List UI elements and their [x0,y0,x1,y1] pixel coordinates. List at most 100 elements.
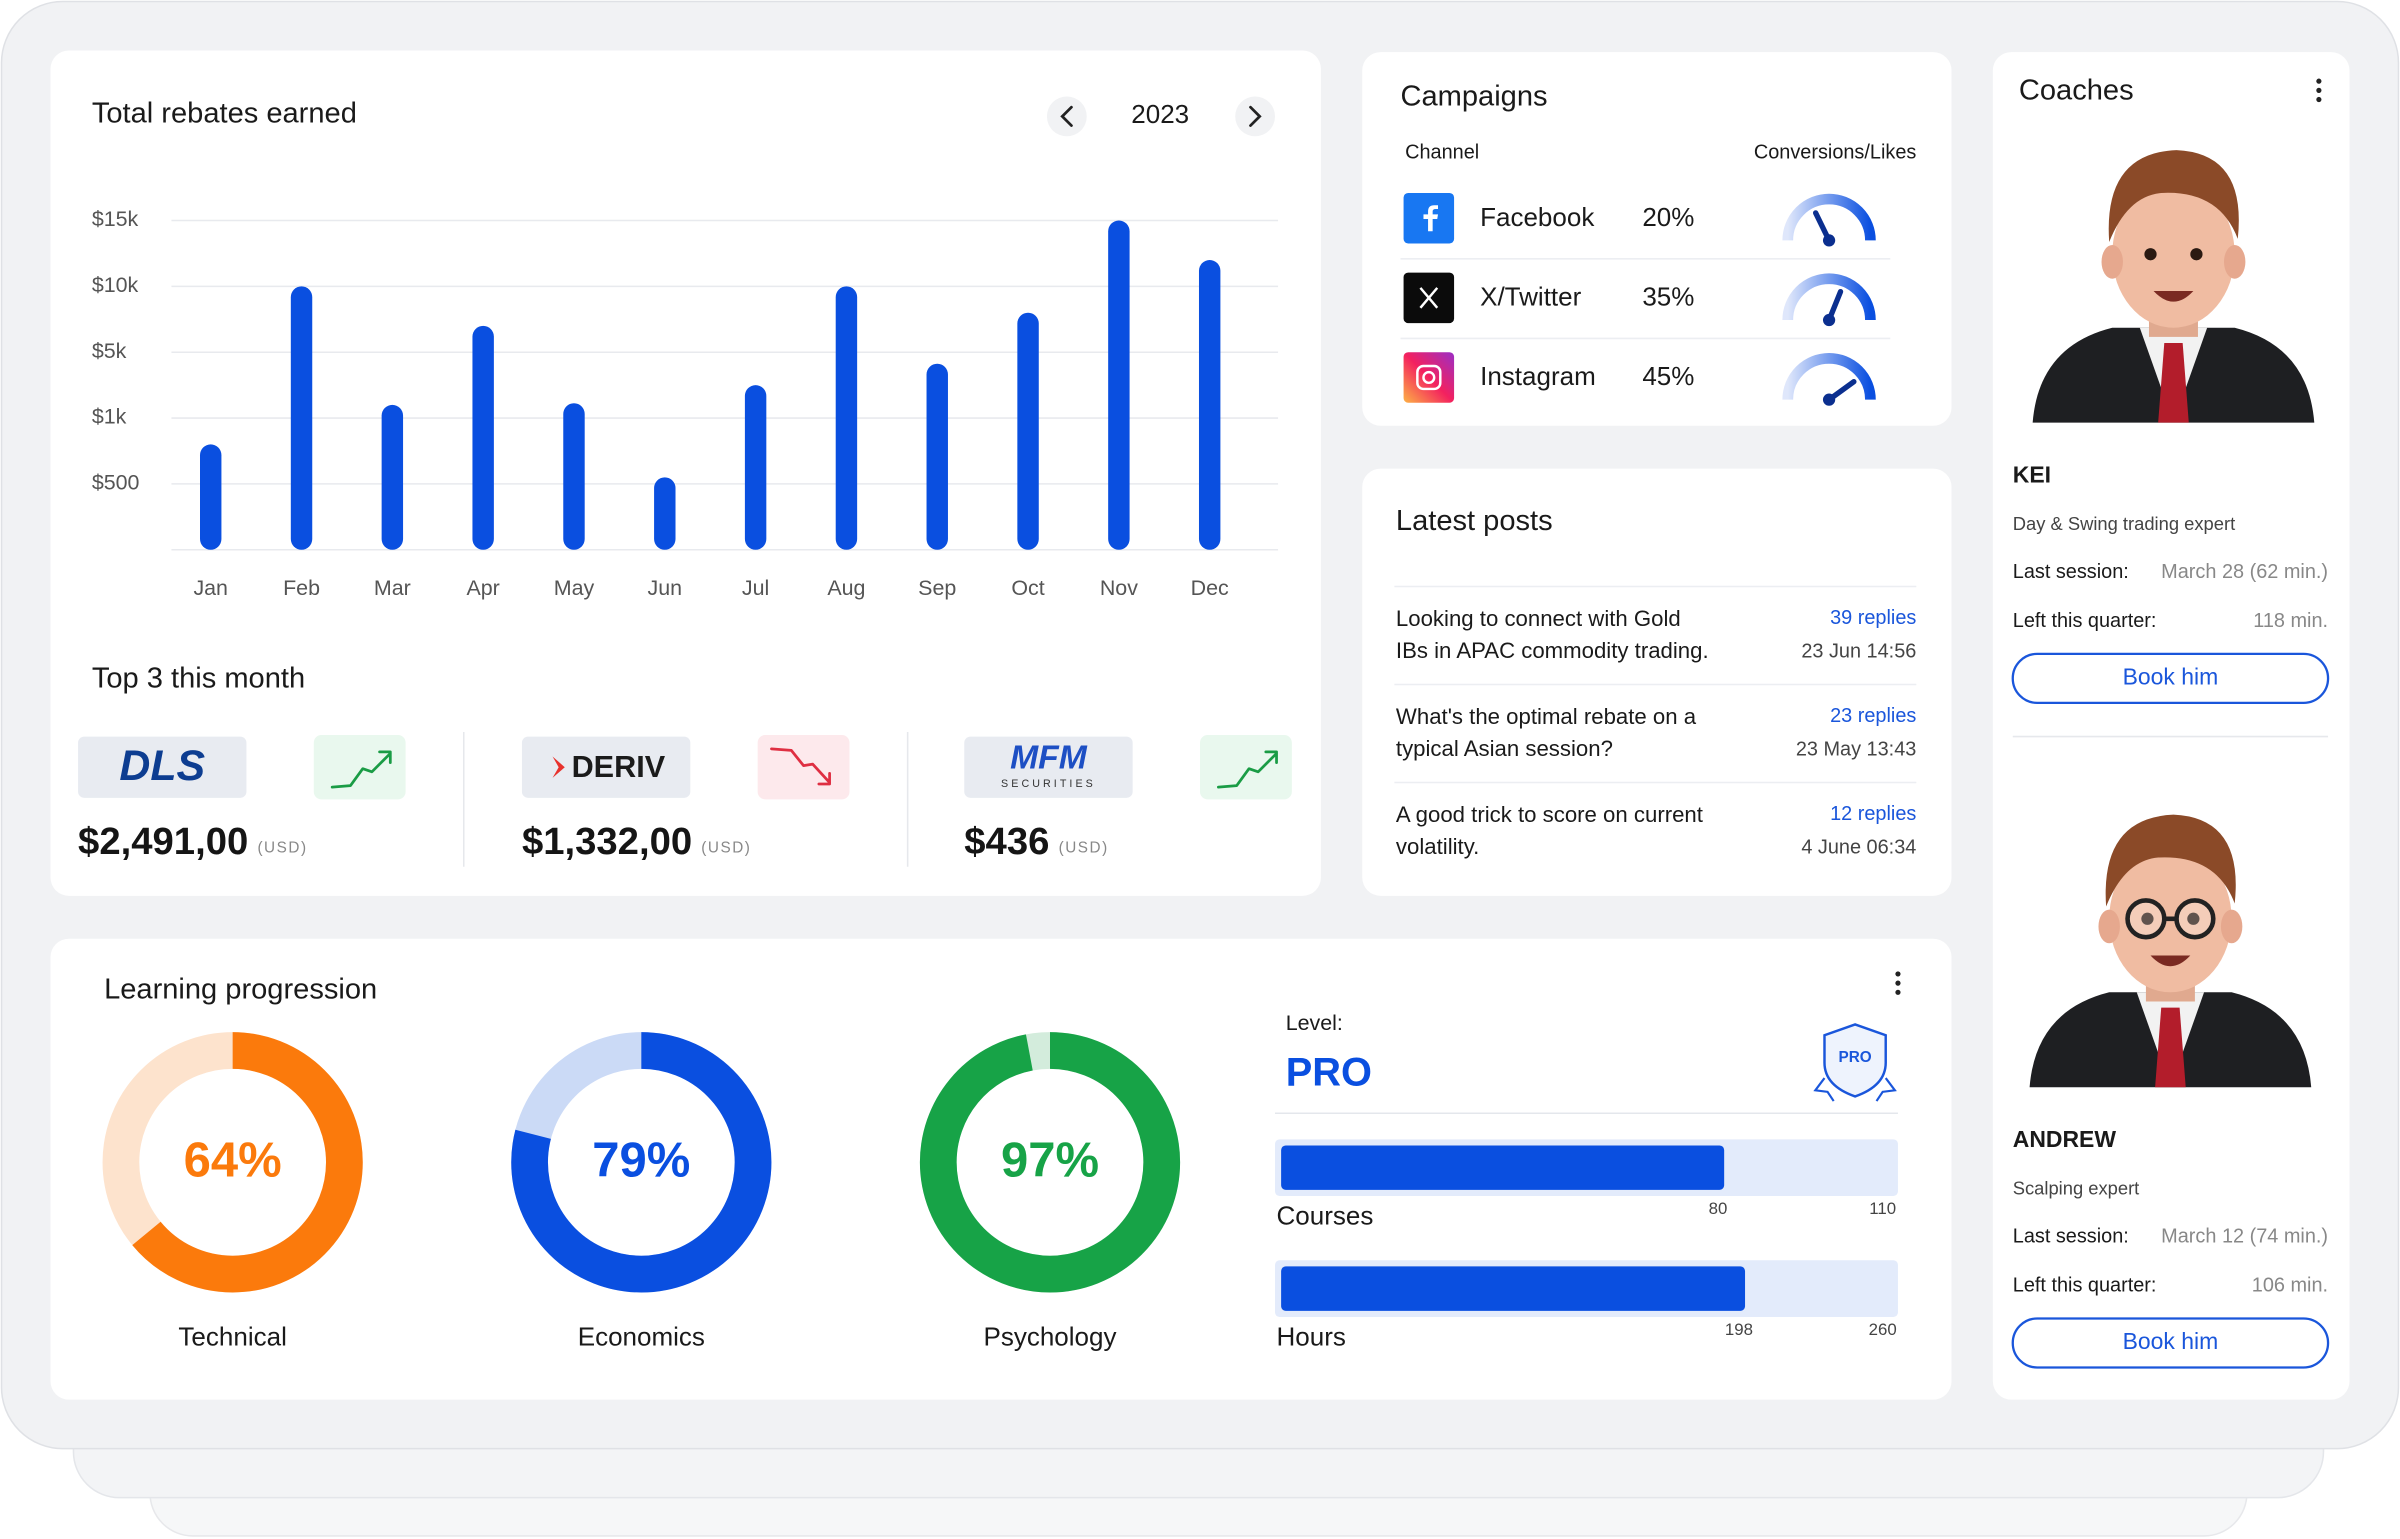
donut-arc [511,1032,772,1293]
post-replies: 23 replies [1830,705,1916,727]
coach-role: Scalping expert [2013,1178,2140,1199]
badge-ribbon [1813,1077,1897,1102]
donut-label: Technical [178,1321,286,1351]
info-value: March 28 (62 min.) [2161,561,2328,583]
avatar-eye [2187,912,2200,925]
post-text: Looking to connect with Gold [1396,606,1681,631]
y-tick-label: $1k [92,405,127,429]
progress-fill [1281,1266,1746,1311]
avatar-eye [2144,248,2157,261]
bar [472,325,494,550]
year-nav-button[interactable] [1235,96,1275,137]
x-tick-label: Jan [193,576,228,600]
badge-shield [1823,1023,1887,1098]
card [50,50,1321,896]
coach-name: KEI [2013,461,2051,487]
post-text: IBs in APAC commodity trading. [1396,638,1709,663]
avatar-eye [2190,248,2203,261]
card-title: Coaches [2019,75,2134,107]
avatar-ear [2098,909,2120,944]
donut-arc [919,1032,1181,1293]
bar [835,286,858,550]
progress-label: Courses [1277,1200,1374,1230]
coach-avatar [2032,150,2315,423]
gauge-hub [1822,234,1836,247]
donut-value: 64% [184,1134,282,1188]
channel-icon [1403,352,1455,403]
donut-value: 97% [1001,1134,1099,1188]
icon-glyph [1419,287,1439,309]
x-tick-label: Nov [1100,576,1138,600]
post-date: 23 May 13:43 [1796,739,1917,761]
more-menu[interactable] [1895,980,1901,986]
trend-arrow [770,747,831,786]
avatar-ear [2223,245,2246,279]
progress-max: 110 [1869,1199,1896,1218]
column-header: Conversions/Likes [1754,141,1917,163]
more-menu[interactable] [2316,78,2322,84]
post-date: 23 Jun 14:56 [1801,641,1916,663]
book-button[interactable] [2011,1317,2330,1369]
logo-box [521,736,691,798]
book-button[interactable] [2011,652,2330,705]
avatar-hair [2108,150,2239,242]
more-menu[interactable] [2316,87,2322,93]
gauge-hub [1822,393,1836,406]
year-nav-button[interactable] [1046,96,1087,137]
bar [1198,260,1221,550]
company-logo: DLS [119,742,205,790]
post-replies: 12 replies [1830,803,1916,825]
info-label: Last session: [2013,1226,2129,1248]
progress-fill [1281,1145,1725,1190]
card-title: Learning progression [104,973,377,1005]
trend-arrow [330,750,392,789]
year: 2023 [1131,99,1189,129]
company-logo: DERIV [572,750,666,784]
more-menu[interactable] [2316,96,2322,103]
currency: (USD) [701,839,751,856]
level-value: PRO [1286,1051,1372,1095]
bar [381,404,404,550]
info-label: Left this quarter: [2013,610,2157,632]
company-logo-sub: SECURITIES [1001,778,1096,790]
donut-value: 79% [592,1134,690,1188]
card-title: Total rebates earned [92,98,357,130]
y-tick-label: $15k [92,207,139,231]
book-button-label: Book him [2123,663,2219,689]
amount: $1,332,00 [522,820,692,863]
card [1362,468,1952,896]
bar [200,444,222,550]
bar [1108,220,1130,550]
bar [744,385,767,550]
channel-value: 45% [1642,361,1694,391]
trend-arrow [1216,750,1278,789]
amount: $436 [964,820,1049,863]
chevron [1060,105,1073,127]
post-date: 4 June 06:34 [1801,837,1916,859]
trend-box [313,735,406,800]
more-menu[interactable] [1895,989,1901,995]
info-value: 118 min. [2253,610,2328,632]
info-value: March 12 (74 min.) [2161,1226,2328,1248]
post-text: typical Asian session? [1396,736,1613,761]
channel-name: Facebook [1480,202,1595,232]
avatar-ear [2101,245,2123,279]
x-tick-label: Sep [918,576,956,600]
avatar-glasses [2174,898,2216,940]
channel-name: X/Twitter [1480,281,1582,311]
channel-name: Instagram [1480,361,1596,391]
info-value: 106 min. [2252,1275,2328,1297]
x-tick-label: Jul [742,576,769,600]
avatar-mouth [2150,955,2191,967]
x-tick-label: Aug [827,576,865,600]
card-title: Campaigns [1401,81,1548,113]
icon-glyph [1423,205,1439,232]
more-menu[interactable] [1895,971,1901,977]
progress-max: 260 [1869,1320,1897,1339]
amount: $2,491,00 [78,820,248,863]
gauge-hub [1822,313,1836,327]
card-title: Latest posts [1396,505,1553,537]
avatar-head [2112,180,2235,328]
bar [654,477,676,550]
avatar-tie [2158,343,2189,423]
